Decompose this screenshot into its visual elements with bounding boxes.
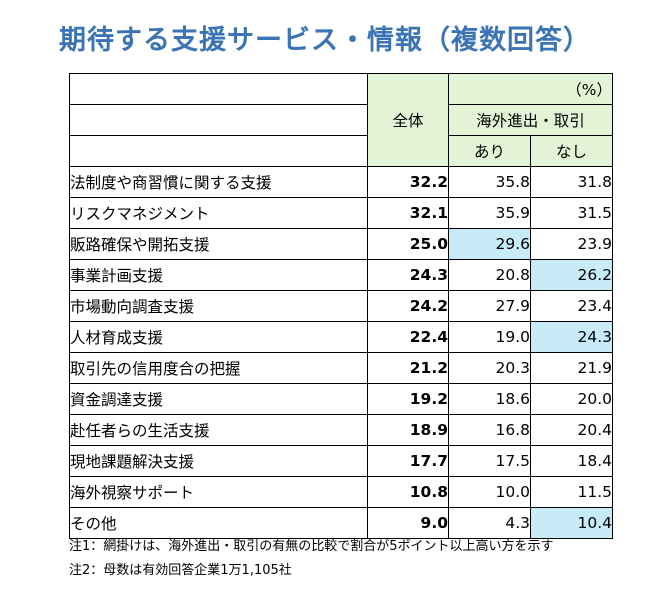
row-yes: 35.9	[448, 197, 531, 229]
row-label: 法制度や商習慣に関する支援	[69, 166, 368, 198]
row-no: 18.4	[530, 445, 613, 477]
table-row: 市場動向調査支援 24.2 27.9 23.4	[69, 290, 613, 322]
header-no: なし	[530, 135, 613, 167]
row-label: 事業計画支援	[69, 259, 368, 291]
blank-cell	[69, 135, 368, 167]
row-total: 32.2	[367, 166, 449, 198]
row-label: 海外視察サポート	[69, 476, 368, 508]
row-yes: 19.0	[448, 321, 531, 353]
row-yes: 18.6	[448, 383, 531, 415]
row-yes: 20.3	[448, 352, 531, 384]
table-row: 取引先の信用度合の把握 21.2 20.3 21.9	[69, 352, 613, 384]
row-total: 24.2	[367, 290, 449, 322]
table-row: 海外視察サポート 10.8 10.0 11.5	[69, 476, 613, 508]
row-yes: 16.8	[448, 414, 531, 446]
row-yes: 29.6	[448, 228, 531, 260]
table-row: 赴任者らの生活支援 18.9 16.8 20.4	[69, 414, 613, 446]
row-label: 現地課題解決支援	[69, 445, 368, 477]
row-no: 20.0	[530, 383, 613, 415]
table-row: その他 9.0 4.3 10.4	[69, 507, 613, 539]
row-no: 20.4	[530, 414, 613, 446]
table-row: 販路確保や開拓支援 25.0 29.6 23.9	[69, 228, 613, 260]
row-total: 17.7	[367, 445, 449, 477]
row-label: 取引先の信用度合の把握	[69, 352, 368, 384]
row-total: 24.3	[367, 259, 449, 291]
row-total: 21.2	[367, 352, 449, 384]
row-no: 11.5	[530, 476, 613, 508]
row-no: 31.8	[530, 166, 613, 198]
note-1: 注1：網掛けは、海外進出・取引の有無の比較で割合が5ポイント以上高い方を示す	[69, 539, 554, 554]
row-no: 23.4	[530, 290, 613, 322]
row-yes: 27.9	[448, 290, 531, 322]
row-total: 9.0	[367, 507, 449, 539]
table-body: 法制度や商習慣に関する支援 32.2 35.8 31.8 リスクマネジメント 32.1 35…	[69, 166, 613, 539]
row-label: 市場動向調査支援	[69, 290, 368, 322]
row-total: 10.8	[367, 476, 449, 508]
table-row: リスクマネジメント 32.1 35.9 31.5	[69, 197, 613, 229]
row-total: 22.4	[367, 321, 449, 353]
row-label: その他	[69, 507, 368, 539]
header-yes: あり	[448, 135, 531, 167]
table-row: 事業計画支援 24.3 20.8 26.2	[69, 259, 613, 291]
row-no: 21.9	[530, 352, 613, 384]
header-overseas: 海外進出・取引	[448, 104, 613, 136]
row-yes: 20.8	[448, 259, 531, 291]
row-yes: 17.5	[448, 445, 531, 477]
row-no: 24.3	[530, 321, 613, 353]
row-yes: 35.8	[448, 166, 531, 198]
row-no: 10.4	[530, 507, 613, 539]
row-label: 赴任者らの生活支援	[69, 414, 368, 446]
table-row: 資金調達支援 19.2 18.6 20.0	[69, 383, 613, 415]
row-label: 資金調達支援	[69, 383, 368, 415]
support-table: 全体 （%） 海外進出・取引 あり なし 法制度や商習慣に関する支援 32.2 35…	[69, 73, 613, 539]
header-total: 全体	[367, 73, 449, 167]
row-no: 31.5	[530, 197, 613, 229]
row-total: 32.1	[367, 197, 449, 229]
note-2: 注2：母数は有効回答企業1万1,105社	[69, 563, 292, 578]
unit-label: （%）	[448, 73, 613, 105]
row-label: 人材育成支援	[69, 321, 368, 353]
blank-cell	[69, 104, 368, 136]
row-label: リスクマネジメント	[69, 197, 368, 229]
table-row: 現地課題解決支援 17.7 17.5 18.4	[69, 445, 613, 477]
table-row: 法制度や商習慣に関する支援 32.2 35.8 31.8	[69, 166, 613, 198]
page-title: 期待する支援サービス・情報（複数回答）	[59, 25, 591, 56]
table-row: 人材育成支援 22.4 19.0 24.3	[69, 321, 613, 353]
row-label: 販路確保や開拓支援	[69, 228, 368, 260]
row-total: 25.0	[367, 228, 449, 260]
row-no: 26.2	[530, 259, 613, 291]
row-total: 19.2	[367, 383, 449, 415]
blank-cell	[69, 73, 368, 105]
row-yes: 10.0	[448, 476, 531, 508]
row-yes: 4.3	[448, 507, 531, 539]
row-total: 18.9	[367, 414, 449, 446]
row-no: 23.9	[530, 228, 613, 260]
